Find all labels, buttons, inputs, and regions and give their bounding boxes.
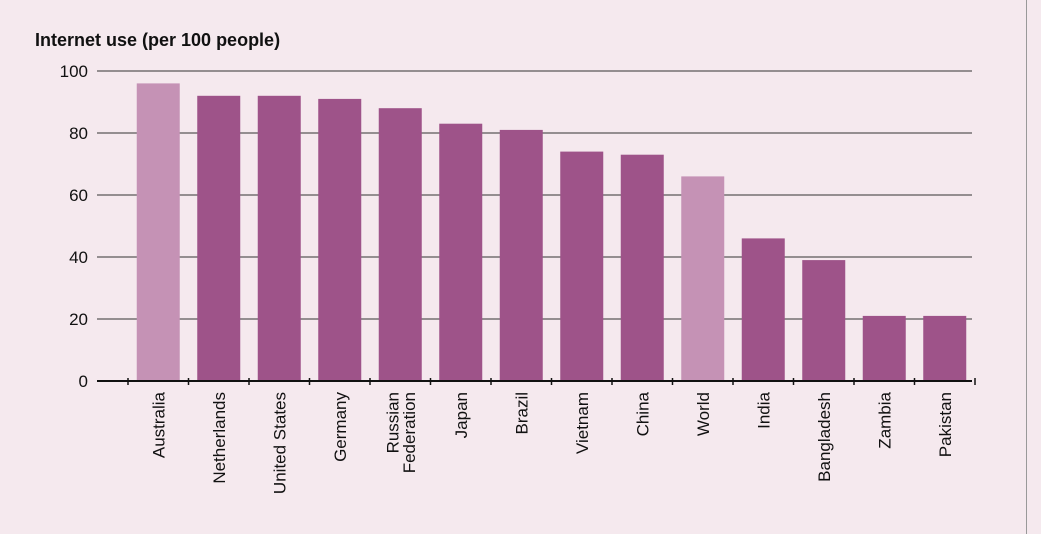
y-tick-label: 20 (69, 310, 88, 329)
bar (257, 95, 301, 382)
x-tick-label: Pakistan (936, 392, 955, 457)
bar (439, 123, 483, 381)
bar (741, 238, 785, 381)
bar (802, 260, 846, 381)
x-tick-label: India (754, 391, 773, 428)
x-tick-label: Japan (452, 392, 471, 438)
bar (136, 83, 180, 382)
bar (923, 315, 967, 381)
x-tick-label: Netherlands (210, 392, 229, 484)
x-tick-label: Zambia (875, 391, 894, 448)
bar (499, 129, 543, 381)
bar (318, 98, 362, 382)
bar (560, 151, 604, 381)
y-tick-label: 100 (60, 62, 88, 81)
x-tick-label: Australia (149, 391, 168, 458)
x-tick-label: Vietnam (573, 392, 592, 454)
bar (681, 176, 725, 381)
bar (862, 315, 906, 381)
bar (197, 95, 241, 382)
x-tick-label: United States (270, 392, 289, 494)
bar (620, 154, 664, 381)
bar (378, 108, 422, 381)
x-tick-label: RussianFederation (384, 392, 419, 473)
x-tick-label: China (633, 391, 652, 436)
y-tick-label: 60 (69, 186, 88, 205)
y-tick-label: 0 (79, 372, 88, 391)
y-tick-label: 80 (69, 124, 88, 143)
x-tick-label: World (694, 392, 713, 436)
x-tick-label: Bangladesh (815, 392, 834, 482)
y-tick-label: 40 (69, 248, 88, 267)
chart-title: Internet use (per 100 people) (35, 30, 280, 50)
x-tick-label: Germany (331, 392, 350, 462)
x-tick-label: Brazil (512, 392, 531, 435)
